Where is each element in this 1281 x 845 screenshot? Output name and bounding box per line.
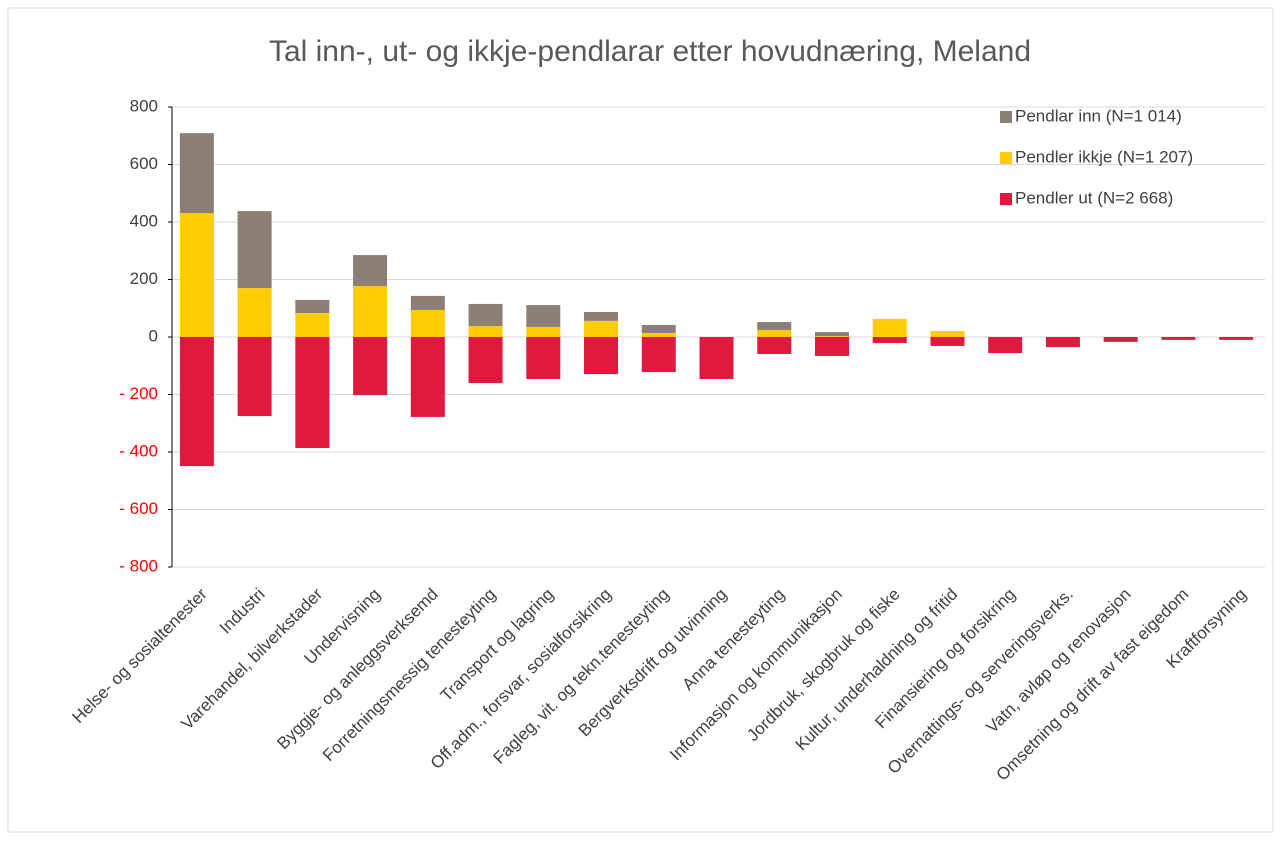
bar xyxy=(468,326,503,337)
y-tick-label: - 400 xyxy=(119,441,158,460)
y-tick-label: 600 xyxy=(130,154,158,173)
legend-label: Pendler ut (N=2 668) xyxy=(1015,188,1173,207)
bar xyxy=(295,299,330,314)
y-tick-label: 400 xyxy=(130,211,158,230)
bar xyxy=(930,330,965,337)
bar xyxy=(757,330,792,337)
bar xyxy=(641,332,676,337)
bar xyxy=(468,303,503,327)
legend-swatch xyxy=(1000,111,1012,123)
bar xyxy=(641,337,676,373)
bar xyxy=(410,295,445,310)
legend-label: Pendler ikkje (N=1 207) xyxy=(1015,147,1193,166)
bar xyxy=(641,324,676,333)
bar xyxy=(179,133,214,214)
bar xyxy=(295,337,330,448)
bar xyxy=(814,332,849,337)
bar xyxy=(295,313,330,337)
bar xyxy=(1219,337,1254,340)
bar xyxy=(699,337,734,379)
bar xyxy=(814,337,849,356)
legend-swatch xyxy=(1000,152,1012,164)
bar xyxy=(930,337,965,346)
legend-label: Pendlar inn (N=1 014) xyxy=(1015,106,1182,125)
bar xyxy=(988,337,1023,354)
bar xyxy=(814,336,849,337)
bar xyxy=(353,255,388,287)
bar xyxy=(1161,337,1196,340)
y-tick-label: 200 xyxy=(130,269,158,288)
bar xyxy=(1045,337,1080,348)
bar xyxy=(237,211,272,289)
bar xyxy=(353,337,388,396)
bar xyxy=(526,337,561,379)
bar xyxy=(872,318,907,337)
bar xyxy=(526,326,561,337)
bar xyxy=(757,337,792,354)
bar xyxy=(179,337,214,467)
bar xyxy=(237,337,272,417)
bar xyxy=(353,286,388,337)
bar xyxy=(584,311,619,321)
bar xyxy=(584,320,619,337)
bar xyxy=(410,309,445,337)
bar xyxy=(526,305,561,327)
bar xyxy=(237,288,272,337)
bar xyxy=(410,337,445,417)
y-tick-label: - 800 xyxy=(119,556,158,575)
chart-title: Tal inn-, ut- og ikkje-pendlarar etter h… xyxy=(269,35,1031,68)
bar xyxy=(1103,337,1138,342)
y-tick-label: - 200 xyxy=(119,384,158,403)
legend-swatch xyxy=(1000,193,1012,205)
bar xyxy=(584,337,619,375)
bar xyxy=(179,213,214,337)
y-tick-label: 800 xyxy=(130,96,158,115)
bar xyxy=(872,337,907,344)
chart-frame xyxy=(7,7,1274,833)
bar xyxy=(757,322,792,331)
y-tick-label: - 600 xyxy=(119,499,158,518)
bar xyxy=(468,337,503,383)
y-tick-label: 0 xyxy=(149,326,158,345)
